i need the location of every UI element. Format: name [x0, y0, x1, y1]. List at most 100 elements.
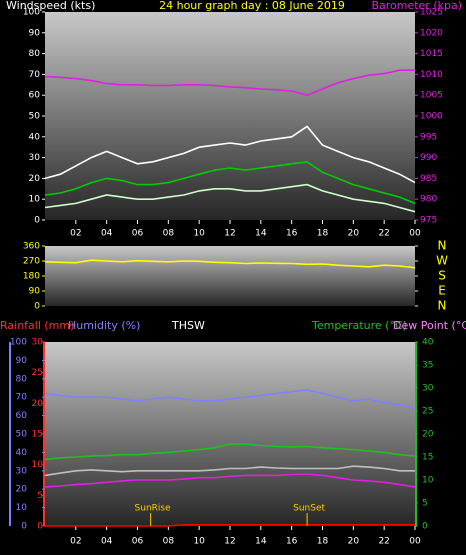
x-tick-label: 20	[348, 229, 360, 239]
y-tick-label: 0	[21, 522, 27, 532]
y-tick-label: 25	[422, 407, 433, 417]
series-line	[44, 125, 416, 184]
y-tick-label: 90	[16, 356, 28, 366]
y-tick-label: 70	[16, 393, 28, 403]
series-line	[44, 183, 416, 213]
y-tick-label: 30	[29, 153, 41, 163]
x-tick-label: 10	[193, 229, 205, 239]
x-tick-label: 08	[163, 229, 175, 239]
plot-background	[45, 342, 415, 526]
y-tick-label: 360	[23, 242, 40, 252]
y-tick-label: 40	[422, 338, 434, 348]
y-tick-label: 20	[32, 399, 44, 409]
y-tick-label: 100	[23, 8, 40, 18]
y-tick-label: 10	[422, 476, 434, 486]
y-tick-label: 1015	[420, 49, 443, 59]
y-tick-label: 20	[29, 174, 41, 184]
legend-label: Temperature (°C)	[311, 319, 407, 332]
x-tick-label: 22	[378, 229, 389, 239]
y-tick-label: 50	[16, 430, 28, 440]
x-tick-label: 18	[317, 537, 329, 547]
x-tick-label: 10	[193, 537, 205, 547]
series-line	[45, 524, 415, 527]
y-tick-label: 15	[422, 453, 433, 463]
x-tick-label: 16	[286, 537, 298, 547]
y-tick-label: 995	[420, 132, 437, 142]
y-tick-label: 60	[29, 91, 41, 101]
y-tick-label: 90	[29, 28, 41, 38]
x-tick-label: 06	[132, 229, 144, 239]
series-line	[44, 259, 416, 269]
series-line	[44, 69, 415, 97]
y-tick-label: 20	[422, 430, 434, 440]
x-tick-label: 02	[70, 229, 81, 239]
y-tick-label: 1025	[420, 8, 443, 18]
y-tick-label: 0	[37, 522, 43, 532]
y2-axis-title: Barometer (kpa)	[371, 0, 462, 12]
y-tick-label: 180	[23, 272, 40, 282]
x-tick-label: 22	[378, 537, 389, 547]
y-tick-label: 50	[29, 112, 41, 122]
y-tick-label: 90	[29, 287, 41, 297]
y-tick-label: 25	[32, 368, 43, 378]
series-line	[44, 160, 416, 205]
annotation: SunRise	[135, 504, 172, 514]
annotation: SunSet	[293, 504, 325, 514]
x-tick-label: 18	[317, 229, 329, 239]
y-tick-label: 80	[29, 49, 41, 59]
x-tick-label: 02	[70, 537, 81, 547]
x-tick-label: 12	[224, 229, 235, 239]
y-tick-label: S	[438, 269, 446, 283]
y-tick-label: 10	[32, 460, 44, 470]
y-tick-label: 30	[16, 466, 28, 476]
y-tick-label: 0	[422, 522, 428, 532]
y-tick-label: 975	[420, 216, 437, 226]
y-tick-label: 100	[10, 338, 27, 348]
x-tick-label: 06	[132, 537, 144, 547]
y-tick-label: 0	[34, 302, 40, 312]
x-tick-label: 16	[286, 229, 298, 239]
plot-background	[45, 246, 415, 306]
legend-label: Humidity (%)	[68, 319, 140, 332]
x-tick-label: 14	[255, 229, 267, 239]
y-tick-label: 990	[420, 153, 437, 163]
y-tick-label: 1005	[420, 91, 443, 101]
y-tick-label: 5	[37, 491, 43, 501]
series-line	[44, 465, 415, 477]
y-axis-title: Windspeed (kts)	[6, 0, 95, 12]
legend-label: Rainfall (mm)	[0, 319, 74, 332]
y-tick-label: 0	[34, 216, 40, 226]
y-tick-label: 80	[16, 374, 28, 384]
y-tick-label: E	[438, 284, 446, 298]
x-tick-label: 00	[409, 229, 421, 239]
x-tick-label: 20	[348, 537, 360, 547]
y-tick-label: W	[436, 254, 448, 268]
y-tick-label: 40	[29, 132, 41, 142]
y-tick-label: 20	[16, 485, 28, 495]
x-tick-label: 04	[101, 229, 113, 239]
y-tick-label: 10	[16, 503, 28, 513]
chart-title: 24 hour graph day : 08 June 2019	[159, 0, 345, 12]
y-tick-label: 1010	[420, 70, 443, 80]
series-line	[44, 443, 416, 461]
y-tick-label: 985	[420, 174, 437, 184]
y-tick-label: 1000	[420, 112, 443, 122]
series-line	[44, 473, 416, 488]
y-tick-label: N	[438, 239, 447, 253]
y-tick-label: 10	[29, 195, 41, 205]
x-tick-label: 08	[163, 537, 175, 547]
legend-label: Dew Point (°C)	[393, 319, 466, 332]
y-tick-label: 5	[422, 499, 428, 509]
y-tick-label: 70	[29, 70, 41, 80]
y-tick-label: 1020	[420, 28, 443, 38]
y-tick-label: 980	[420, 195, 437, 205]
y-tick-label: 30	[32, 338, 44, 348]
y-tick-label: 270	[23, 257, 40, 267]
y-tick-label: 35	[422, 361, 433, 371]
x-tick-label: 00	[409, 537, 421, 547]
series-line	[44, 388, 416, 409]
x-tick-label: 04	[101, 537, 113, 547]
y-tick-label: N	[438, 299, 447, 313]
y-tick-label: 15	[32, 430, 43, 440]
